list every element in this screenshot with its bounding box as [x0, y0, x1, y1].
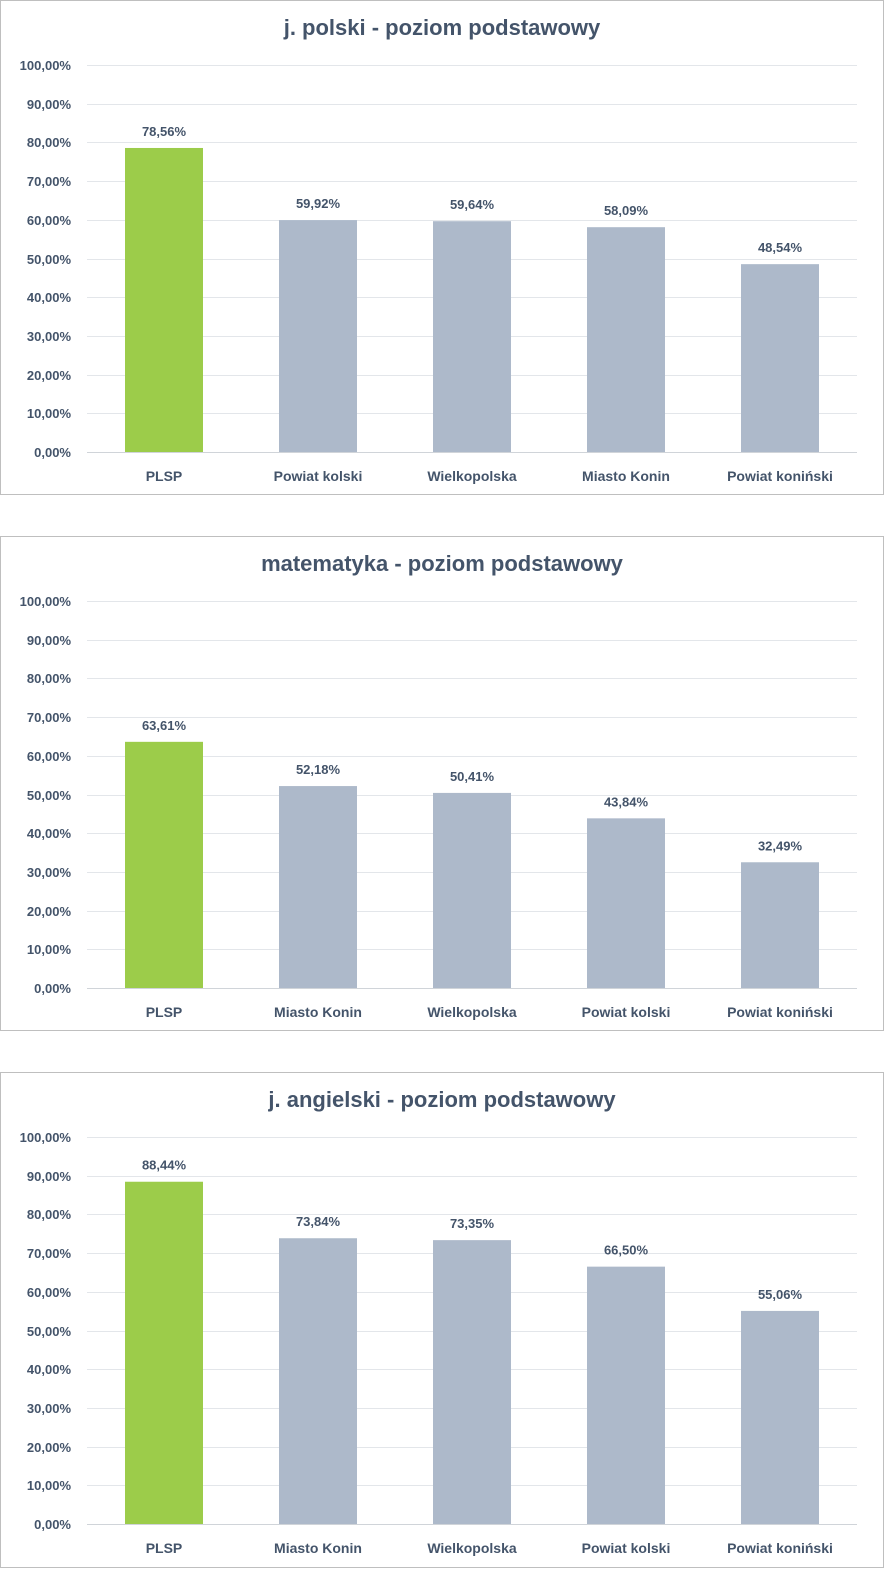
bar — [279, 1238, 357, 1524]
y-axis: 0,00% 10,00% 20,00% 30,00% 40,00% 50,00% 60,00… — [20, 58, 72, 460]
data-label: 58,09% — [604, 203, 649, 218]
y-axis: 0,00% 10,00% 20,00% 30,00% 40,00% 50,00% 60,00… — [20, 1130, 72, 1532]
y-tick-label: 0,00% — [34, 981, 71, 996]
data-label: 43,84% — [604, 794, 649, 809]
y-tick-label: 60,00% — [27, 213, 72, 228]
y-tick-label: 30,00% — [27, 865, 72, 880]
bar-series: 88,44% PLSP 73,84% Miasto Konin 73,35% Wielko… — [125, 1158, 833, 1556]
plot-area: 0,00% 10,00% 20,00% 30,00% 40,00% 50,00% 60,00… — [20, 594, 857, 1020]
x-category-label: Miasto Konin — [274, 1004, 362, 1020]
x-category-label: PLSP — [146, 1004, 183, 1020]
x-category-label: Wielkopolska — [427, 1540, 517, 1556]
y-tick-label: 30,00% — [27, 329, 72, 344]
x-category-label: Powiat koniński — [727, 468, 833, 484]
data-label: 48,54% — [758, 240, 803, 255]
data-label: 50,41% — [450, 769, 495, 784]
y-tick-label: 80,00% — [27, 135, 72, 150]
y-tick-label: 80,00% — [27, 671, 72, 686]
x-category-label: Wielkopolska — [427, 1004, 517, 1020]
y-tick-label: 40,00% — [27, 1362, 72, 1377]
plot-area: 0,00% 10,00% 20,00% 30,00% 40,00% 50,00% 60,00… — [20, 58, 857, 484]
data-label: 59,92% — [296, 196, 341, 211]
bar — [741, 1310, 819, 1524]
bar — [279, 220, 357, 452]
x-category-label: Miasto Konin — [582, 468, 670, 484]
y-tick-label: 50,00% — [27, 1324, 72, 1339]
data-label: 88,44% — [142, 1158, 187, 1173]
y-tick-label: 10,00% — [27, 1478, 72, 1493]
y-tick-label: 20,00% — [27, 368, 72, 383]
bar-series: 63,61% PLSP 52,18% Miasto Konin 50,41% Wielko… — [125, 718, 833, 1020]
bar — [741, 264, 819, 452]
chart-polish: j. polski - poziom podstawowy 0,00% 10,00… — [0, 0, 884, 495]
chart-title: j. polski - poziom podstawowy — [283, 15, 601, 40]
chart-title: matematyka - poziom podstawowy — [261, 551, 623, 576]
bar — [587, 818, 665, 988]
y-tick-label: 100,00% — [20, 1130, 72, 1145]
chart-title: j. angielski - poziom podstawowy — [268, 1087, 616, 1112]
y-tick-label: 20,00% — [27, 904, 72, 919]
bar — [587, 1266, 665, 1524]
y-tick-label: 40,00% — [27, 290, 72, 305]
x-category-label: Powiat koniński — [727, 1004, 833, 1020]
y-tick-label: 60,00% — [27, 749, 72, 764]
y-tick-label: 90,00% — [27, 1169, 72, 1184]
x-category-label: PLSP — [146, 468, 183, 484]
x-category-label: PLSP — [146, 1540, 183, 1556]
chart-math: matematyka - poziom podstawowy 0,00% 10,0… — [0, 536, 884, 1031]
data-label: 78,56% — [142, 124, 187, 139]
bar — [433, 792, 511, 988]
y-tick-label: 10,00% — [27, 406, 72, 421]
x-category-label: Miasto Konin — [274, 1540, 362, 1556]
bar — [741, 862, 819, 988]
y-axis: 0,00% 10,00% 20,00% 30,00% 40,00% 50,00% 60,00… — [20, 594, 72, 996]
data-label: 32,49% — [758, 838, 803, 853]
bar-highlight — [125, 1181, 203, 1524]
x-category-label: Powiat koniński — [727, 1540, 833, 1556]
y-tick-label: 70,00% — [27, 174, 72, 189]
bar-series: 78,56% PLSP 59,92% Powiat kolski 59,64% Wielk… — [125, 124, 833, 484]
x-category-label: Powiat kolski — [274, 468, 363, 484]
bar — [587, 227, 665, 452]
y-tick-label: 100,00% — [20, 58, 72, 73]
y-tick-label: 80,00% — [27, 1207, 72, 1222]
y-tick-label: 10,00% — [27, 942, 72, 957]
y-tick-label: 40,00% — [27, 826, 72, 841]
bar — [279, 786, 357, 988]
data-label: 59,64% — [450, 197, 495, 212]
data-label: 73,35% — [450, 1216, 495, 1231]
y-tick-label: 50,00% — [27, 252, 72, 267]
bar — [433, 1240, 511, 1524]
y-tick-label: 90,00% — [27, 633, 72, 648]
y-tick-label: 0,00% — [34, 1517, 71, 1532]
y-tick-label: 100,00% — [20, 594, 72, 609]
y-tick-label: 30,00% — [27, 1401, 72, 1416]
data-label: 55,06% — [758, 1287, 803, 1302]
bar-highlight — [125, 741, 203, 988]
y-tick-label: 60,00% — [27, 1285, 72, 1300]
x-category-label: Wielkopolska — [427, 468, 517, 484]
x-category-label: Powiat kolski — [582, 1540, 671, 1556]
data-label: 52,18% — [296, 762, 341, 777]
y-tick-label: 90,00% — [27, 97, 72, 112]
x-category-label: Powiat kolski — [582, 1004, 671, 1020]
y-tick-label: 70,00% — [27, 1246, 72, 1261]
bar — [433, 221, 511, 452]
data-label: 63,61% — [142, 718, 187, 733]
y-tick-label: 20,00% — [27, 1440, 72, 1455]
y-tick-label: 50,00% — [27, 788, 72, 803]
bar-highlight — [125, 147, 203, 453]
data-label: 66,50% — [604, 1243, 649, 1258]
data-label: 73,84% — [296, 1214, 341, 1229]
plot-area: 0,00% 10,00% 20,00% 30,00% 40,00% 50,00% 60,00… — [20, 1130, 857, 1556]
chart-english: j. angielski - poziom podstawowy 0,00% 10… — [0, 1072, 884, 1568]
y-tick-label: 0,00% — [34, 445, 71, 460]
y-tick-label: 70,00% — [27, 710, 72, 725]
